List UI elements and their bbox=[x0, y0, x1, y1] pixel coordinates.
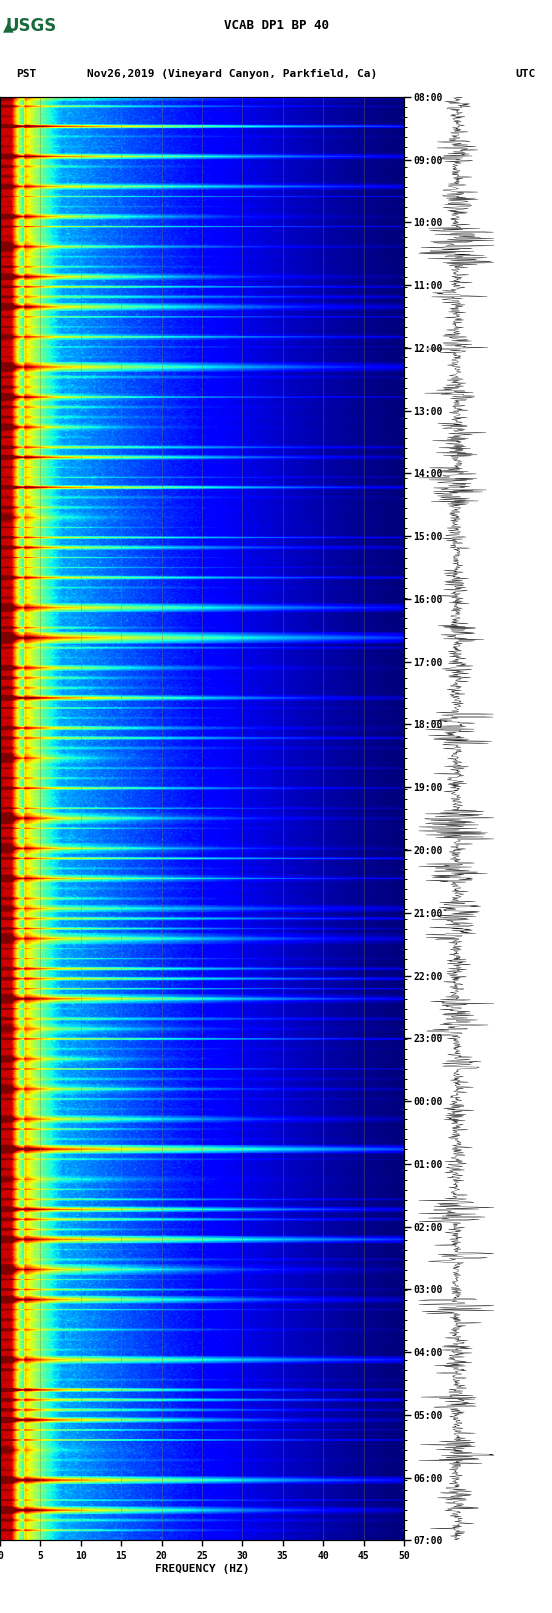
Text: ▲: ▲ bbox=[3, 19, 13, 32]
Text: PST: PST bbox=[17, 69, 37, 79]
Text: VCAB DP1 BP 40: VCAB DP1 BP 40 bbox=[224, 19, 328, 32]
X-axis label: FREQUENCY (HZ): FREQUENCY (HZ) bbox=[155, 1563, 249, 1574]
Text: Nov26,2019 (Vineyard Canyon, Parkfield, Ca): Nov26,2019 (Vineyard Canyon, Parkfield, … bbox=[87, 69, 377, 79]
Text: UTC: UTC bbox=[515, 69, 535, 79]
Text: USGS: USGS bbox=[6, 16, 57, 35]
